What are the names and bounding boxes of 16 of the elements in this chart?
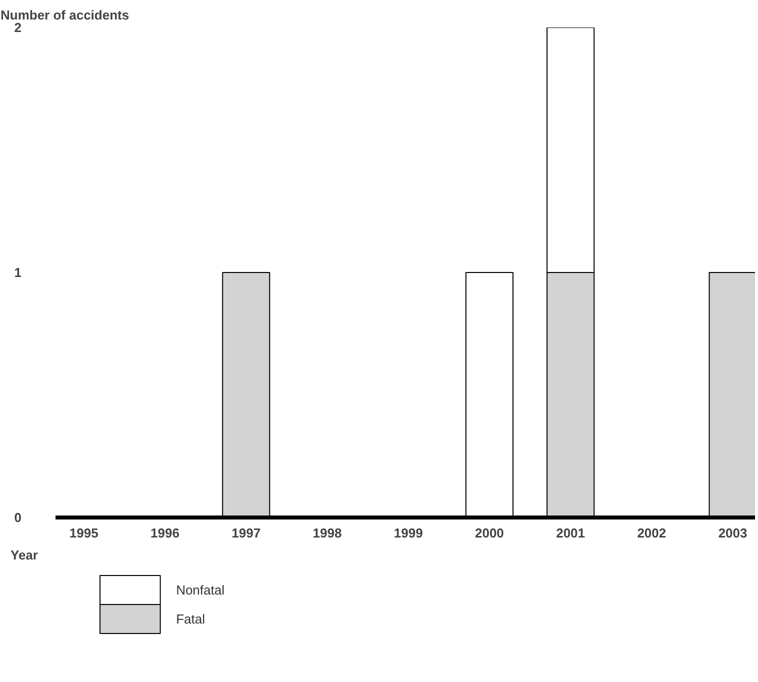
x-tick-label: 2003	[718, 526, 748, 540]
y-tick-label: 2	[14, 20, 22, 35]
y-axis-title: Number of accidents	[0, 8, 130, 22]
x-tick-label: 2002	[637, 526, 666, 540]
y-tick-label: 1	[14, 265, 22, 280]
x-tick-label: 1995	[69, 526, 98, 540]
x-tick-label: 1999	[394, 526, 423, 540]
x-tick-label: 2000	[474, 526, 504, 540]
y-tick-label: 0	[14, 510, 22, 525]
x-tick-label: 2001	[556, 526, 586, 540]
legend-label: Nonfatal	[176, 582, 225, 598]
x-axis-title: Year	[10, 548, 38, 562]
x-tick-label: 1997	[232, 526, 261, 540]
x-tick-label: 1998	[312, 526, 342, 540]
legend-label: Fatal	[176, 612, 206, 626]
x-tick-label: 1996	[150, 526, 180, 540]
